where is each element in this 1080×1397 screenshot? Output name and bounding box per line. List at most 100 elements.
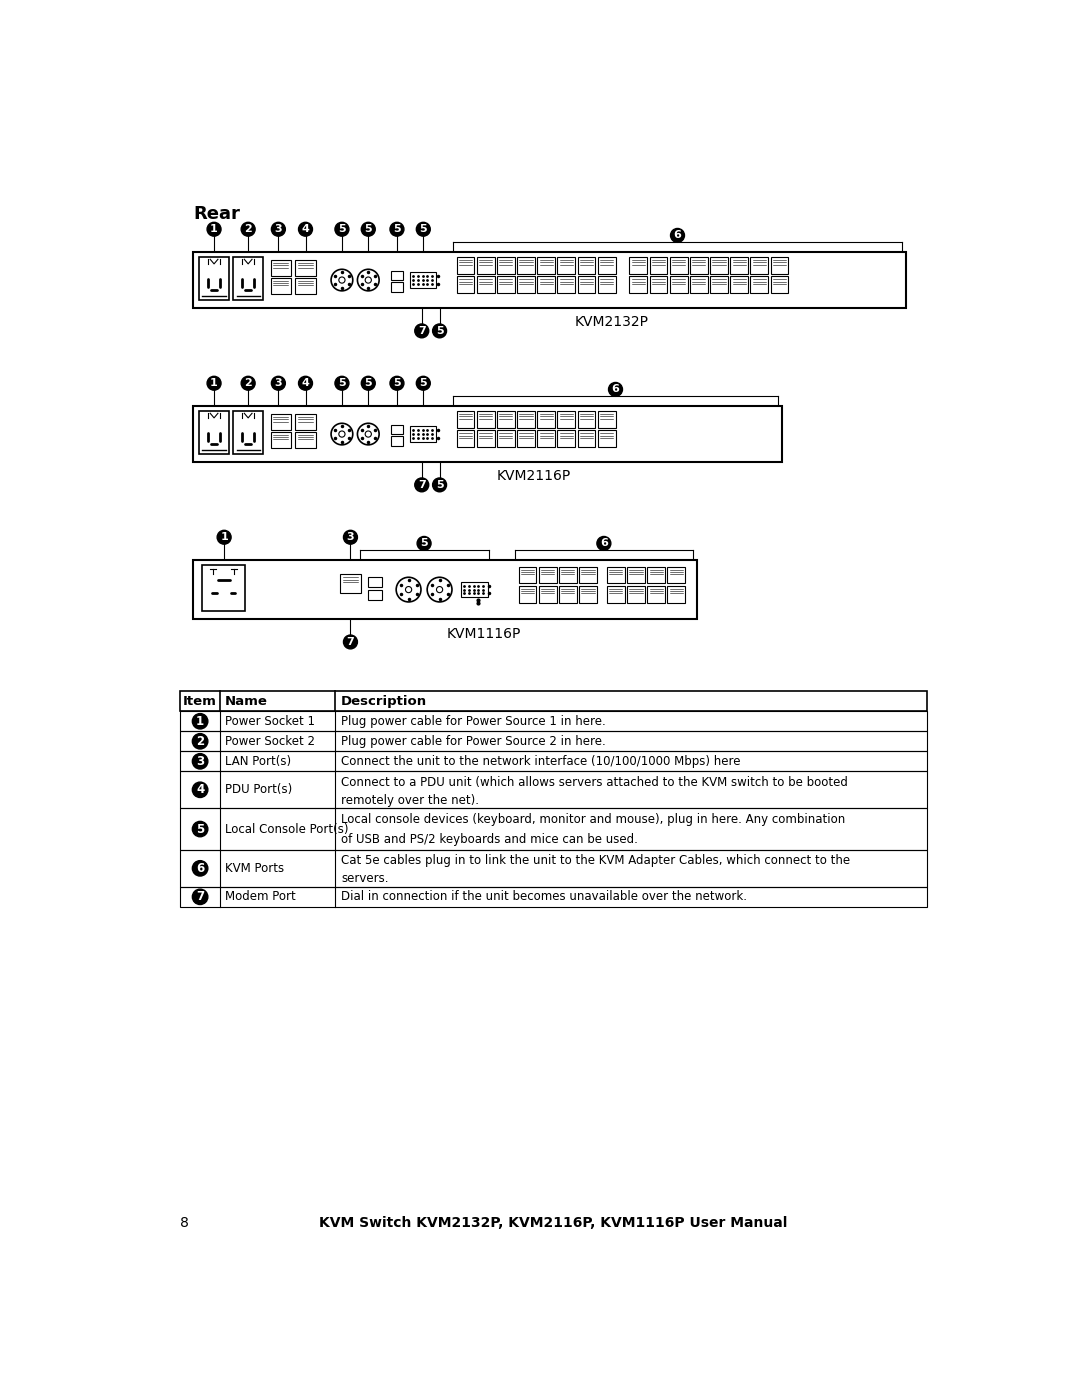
Bar <box>627 585 645 602</box>
Text: Modem Port: Modem Port <box>225 890 296 904</box>
Bar <box>193 253 906 307</box>
Text: 5: 5 <box>364 225 373 235</box>
Bar <box>517 411 535 427</box>
Bar <box>517 430 535 447</box>
Text: Power Socket 1: Power Socket 1 <box>225 715 315 728</box>
Bar <box>751 257 768 274</box>
Bar <box>630 257 647 274</box>
Circle shape <box>192 733 207 749</box>
Circle shape <box>335 222 349 236</box>
Text: Item: Item <box>184 694 217 708</box>
Circle shape <box>597 536 611 550</box>
Text: 2: 2 <box>244 379 252 388</box>
Text: 3: 3 <box>347 532 354 542</box>
Text: 5: 5 <box>195 823 204 835</box>
Bar <box>233 257 262 300</box>
Bar <box>770 277 788 293</box>
Bar <box>271 432 291 448</box>
Text: 5: 5 <box>338 225 346 235</box>
Text: 7: 7 <box>347 637 354 647</box>
Bar <box>410 272 436 288</box>
Text: 4: 4 <box>195 784 204 796</box>
Circle shape <box>217 531 231 545</box>
Circle shape <box>415 478 429 492</box>
Circle shape <box>241 222 255 236</box>
Circle shape <box>417 536 431 550</box>
Circle shape <box>390 222 404 236</box>
Bar <box>296 432 315 448</box>
Text: 1: 1 <box>197 715 204 728</box>
Text: 3: 3 <box>197 754 204 768</box>
Text: 5: 5 <box>419 225 427 235</box>
Circle shape <box>335 376 349 390</box>
Bar <box>630 277 647 293</box>
Circle shape <box>416 376 430 390</box>
Circle shape <box>671 229 685 242</box>
Bar <box>457 277 474 293</box>
Bar <box>180 809 927 849</box>
Text: 8: 8 <box>180 1215 189 1229</box>
Bar <box>578 411 595 427</box>
Bar <box>200 411 229 454</box>
Text: 7: 7 <box>197 890 204 904</box>
Bar <box>667 567 685 584</box>
Text: 1: 1 <box>211 225 218 235</box>
Bar <box>578 430 595 447</box>
Bar <box>537 430 555 447</box>
Bar <box>559 567 577 584</box>
Bar <box>670 257 688 274</box>
Bar <box>517 277 535 293</box>
Text: 1: 1 <box>211 379 218 388</box>
Bar <box>539 585 556 602</box>
Circle shape <box>207 222 221 236</box>
Bar <box>497 411 515 427</box>
Text: 6: 6 <box>674 231 681 240</box>
Bar <box>579 567 597 584</box>
Text: Cat 5e cables plug in to link the unit to the KVM Adapter Cables, which connect : Cat 5e cables plug in to link the unit t… <box>341 855 850 868</box>
Text: Name: Name <box>225 694 268 708</box>
Bar <box>597 257 616 274</box>
Circle shape <box>192 888 207 904</box>
Circle shape <box>298 376 312 390</box>
Bar <box>607 585 625 602</box>
Text: 5: 5 <box>435 326 444 335</box>
Text: of USB and PS/2 keyboards and mice can be used.: of USB and PS/2 keyboards and mice can b… <box>341 833 638 845</box>
Text: Description: Description <box>341 694 428 708</box>
Bar <box>340 574 361 592</box>
Text: servers.: servers. <box>341 872 389 886</box>
Circle shape <box>343 636 357 648</box>
Bar <box>271 260 291 277</box>
Bar <box>557 257 576 274</box>
Circle shape <box>192 821 207 837</box>
Bar <box>559 585 577 602</box>
Circle shape <box>271 376 285 390</box>
Bar <box>180 771 927 809</box>
Bar <box>647 585 665 602</box>
Text: Rear: Rear <box>193 204 240 222</box>
Circle shape <box>207 376 221 390</box>
Bar <box>730 277 748 293</box>
Bar <box>457 430 474 447</box>
Text: Local console devices (keyboard, monitor and mouse), plug in here. Any combinati: Local console devices (keyboard, monitor… <box>341 813 846 826</box>
Bar <box>391 436 403 446</box>
Bar <box>497 277 515 293</box>
Circle shape <box>416 222 430 236</box>
Bar <box>296 260 315 277</box>
Bar <box>730 257 748 274</box>
Circle shape <box>390 376 404 390</box>
Bar <box>461 583 488 598</box>
Text: KVM Ports: KVM Ports <box>225 862 284 875</box>
Circle shape <box>362 222 375 236</box>
Text: 2: 2 <box>197 735 204 747</box>
Bar <box>667 585 685 602</box>
Circle shape <box>362 376 375 390</box>
Text: 2: 2 <box>244 225 252 235</box>
Bar <box>670 277 688 293</box>
Circle shape <box>433 324 446 338</box>
Bar <box>557 430 576 447</box>
Bar <box>770 257 788 274</box>
Bar <box>296 278 315 293</box>
Bar <box>537 257 555 274</box>
Bar <box>457 257 474 274</box>
Bar <box>193 560 697 619</box>
